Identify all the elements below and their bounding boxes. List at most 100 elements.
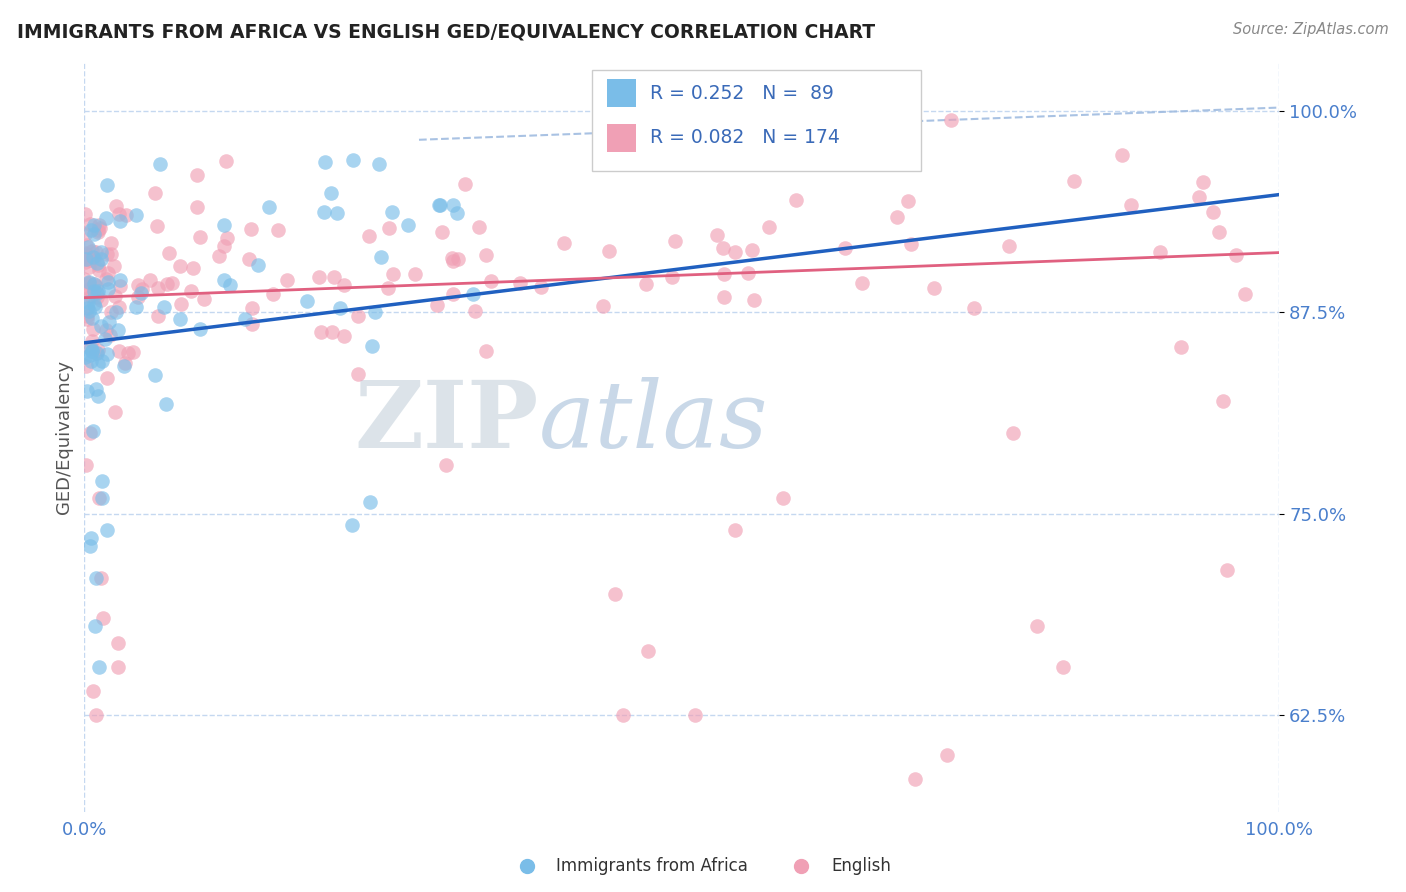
Point: [124, 208, 146, 222]
Point: [454, 177, 477, 191]
Point: [661, 270, 683, 285]
Point: [83, 297, 105, 311]
FancyBboxPatch shape: [606, 124, 637, 152]
Text: IMMIGRANTS FROM AFRICA VS ENGLISH GED/EQUIVALENCY CORRELATION CHART: IMMIGRANTS FROM AFRICA VS ENGLISH GED/EQ…: [17, 22, 875, 41]
Point: [75, 238, 97, 252]
Point: [434, 458, 457, 473]
Point: [84, 382, 107, 396]
Point: [598, 244, 620, 258]
Point: [235, 311, 257, 326]
Point: [706, 227, 728, 242]
Point: [90, 318, 112, 333]
Point: [89, 221, 111, 235]
Point: [100, 246, 122, 260]
Point: [1025, 619, 1047, 633]
Point: [157, 246, 180, 260]
Point: [90, 571, 112, 585]
Point: [108, 344, 131, 359]
Point: [404, 267, 426, 281]
Point: [219, 277, 242, 292]
Point: [238, 252, 260, 266]
Point: [208, 249, 231, 263]
Text: ZIP: ZIP: [354, 377, 538, 467]
Point: [475, 248, 498, 262]
Point: [446, 206, 468, 220]
Point: [84, 571, 107, 585]
Point: [741, 244, 763, 258]
Point: [713, 290, 735, 304]
Point: [637, 643, 659, 657]
Point: [90, 293, 112, 308]
Point: [77, 303, 100, 318]
Point: [83, 284, 105, 298]
Point: [321, 186, 343, 201]
Point: [441, 252, 464, 266]
Point: [1201, 204, 1223, 219]
Point: [1212, 393, 1234, 408]
Text: R = 0.082   N = 174: R = 0.082 N = 174: [650, 128, 839, 147]
Point: [758, 220, 780, 235]
Point: [886, 210, 908, 224]
Point: [75, 252, 97, 267]
Point: [509, 276, 531, 290]
Point: [426, 298, 449, 312]
Point: [104, 405, 127, 419]
Point: [75, 207, 97, 221]
Point: [79, 348, 101, 362]
Point: [80, 288, 103, 302]
Point: [86, 225, 108, 239]
Point: [180, 284, 202, 298]
Point: [89, 263, 111, 277]
Point: [1216, 563, 1239, 577]
Point: [359, 495, 381, 509]
Point: [924, 280, 946, 294]
Point: [75, 246, 97, 260]
Point: [79, 253, 101, 268]
Point: [181, 260, 204, 275]
Point: [370, 251, 392, 265]
Point: [87, 659, 110, 673]
Point: [96, 178, 118, 193]
Point: [114, 359, 136, 373]
Point: [321, 325, 343, 339]
Point: [104, 305, 127, 319]
Point: [86, 346, 108, 360]
Point: [86, 290, 108, 304]
Point: [94, 332, 117, 346]
Point: [83, 277, 105, 291]
Point: [461, 287, 484, 301]
Point: [441, 197, 464, 211]
Point: [785, 193, 807, 207]
Point: [897, 194, 920, 209]
Point: [77, 260, 100, 275]
Point: [592, 299, 614, 313]
Point: [314, 205, 336, 219]
Point: [96, 347, 118, 361]
Point: [240, 317, 263, 331]
Text: Source: ZipAtlas.com: Source: ZipAtlas.com: [1233, 22, 1389, 37]
Point: [75, 359, 97, 373]
Point: [193, 292, 215, 306]
Point: [326, 206, 349, 220]
Point: [79, 342, 101, 356]
Point: [76, 294, 98, 309]
Point: [90, 252, 112, 267]
Point: [103, 259, 125, 273]
Point: [80, 343, 103, 358]
Point: [169, 260, 191, 274]
Point: [75, 351, 97, 365]
FancyBboxPatch shape: [606, 79, 637, 107]
Point: [368, 157, 391, 171]
Point: [97, 316, 120, 330]
Point: [634, 277, 657, 291]
Point: [240, 222, 263, 236]
Point: [267, 222, 290, 236]
Point: [188, 229, 211, 244]
Point: [100, 236, 122, 251]
Point: [76, 301, 98, 315]
Point: [152, 300, 174, 314]
Point: [76, 309, 98, 323]
Point: [83, 227, 105, 242]
Point: [77, 240, 100, 254]
Point: [76, 384, 98, 399]
